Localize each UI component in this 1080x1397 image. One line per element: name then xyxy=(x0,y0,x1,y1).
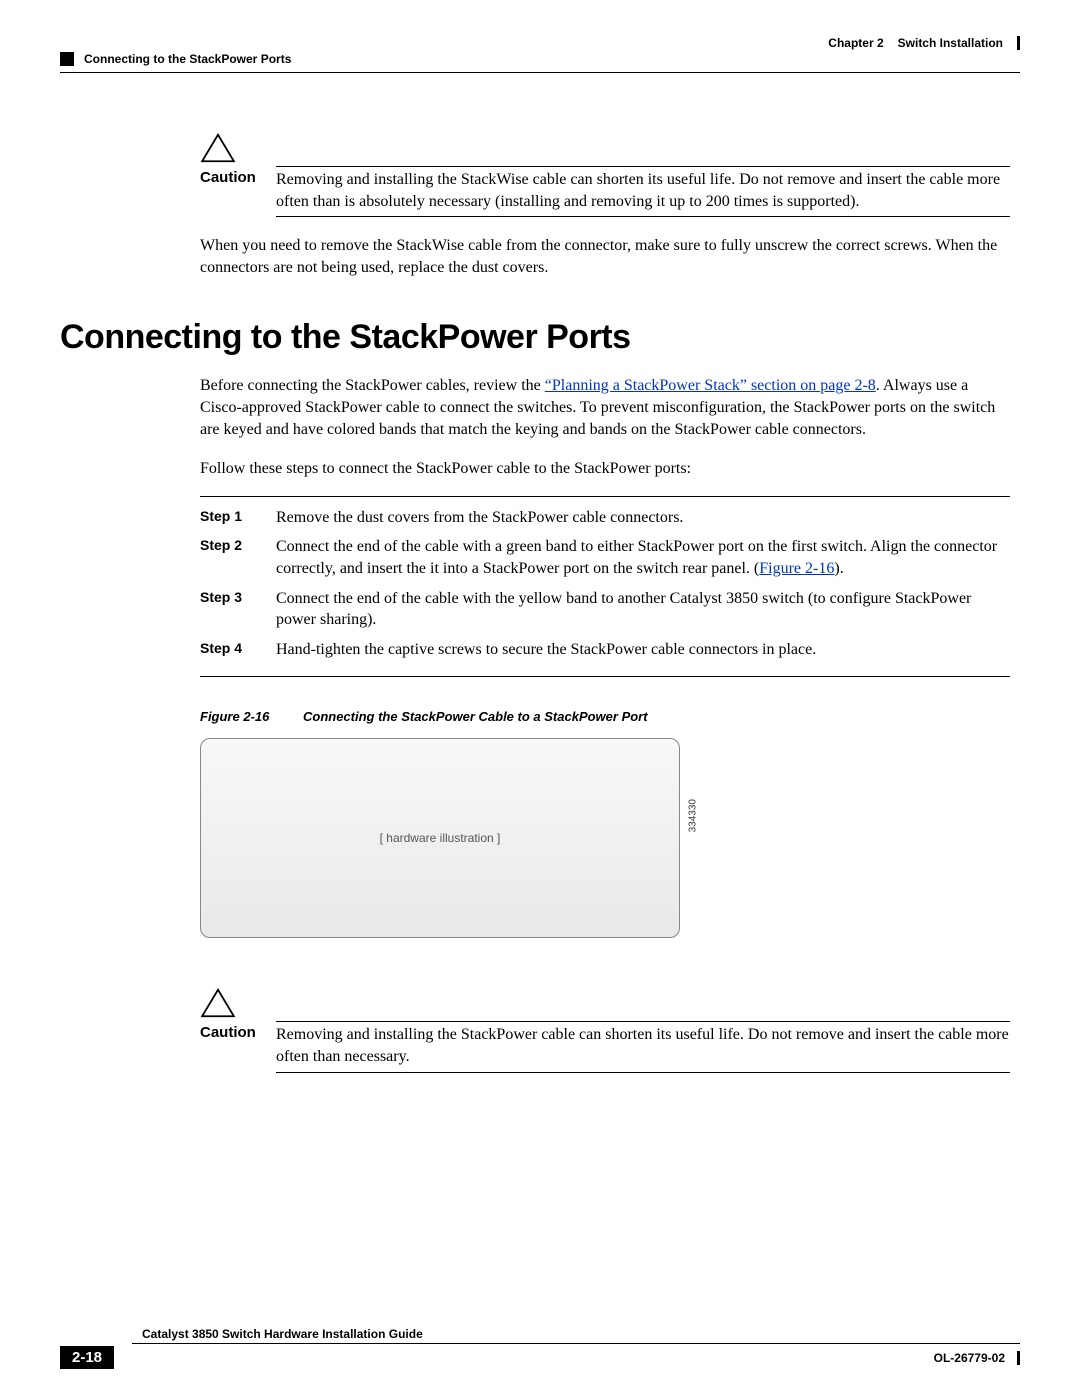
steps-rule-top xyxy=(200,496,1010,497)
steps-rule-bottom xyxy=(200,676,1010,677)
step-row-4: Step 4 Hand-tighten the captive screws t… xyxy=(200,639,1010,661)
caution-label: Caution xyxy=(200,169,256,186)
header-vbar-icon xyxy=(1017,36,1020,50)
caution-text: Removing and installing the StackWise ca… xyxy=(276,169,1010,212)
step-row-1: Step 1 Remove the dust covers from the S… xyxy=(200,507,1010,529)
step-text: Connect the end of the cable with the ye… xyxy=(276,588,1010,631)
footer-rule xyxy=(132,1343,1020,1344)
step-row-3: Step 3 Connect the end of the cable with… xyxy=(200,588,1010,631)
step2-post: ). xyxy=(834,560,843,577)
header-rule xyxy=(60,72,1020,73)
header-chapter-title: Switch Installation xyxy=(898,36,1003,50)
figure-title: Connecting the StackPower Cable to a Sta… xyxy=(303,709,648,724)
intro-pre: Before connecting the StackPower cables,… xyxy=(200,377,545,394)
step2-pre: Connect the end of the cable with a gree… xyxy=(276,538,997,577)
figure-placeholder: [ hardware illustration ] xyxy=(380,831,501,845)
header-section-breadcrumb: Connecting to the StackPower Ports xyxy=(84,52,291,66)
header-square-icon xyxy=(60,52,74,66)
paragraph-remove-cable: When you need to remove the StackWise ca… xyxy=(200,235,1010,278)
page-number-badge: 2-18 xyxy=(60,1346,114,1369)
step-text: Connect the end of the cable with a gree… xyxy=(276,536,1010,579)
footer-doc-id: OL-26779-02 xyxy=(934,1351,1005,1365)
caution-triangle-icon xyxy=(200,988,236,1018)
page-header: Connecting to the StackPower Ports Chapt… xyxy=(60,36,1020,66)
step-row-2: Step 2 Connect the end of the cable with… xyxy=(200,536,1010,579)
caution-block-1: Caution Removing and installing the Stac… xyxy=(200,133,1010,217)
figure-number: Figure 2-16 xyxy=(200,709,269,724)
page-footer: Catalyst 3850 Switch Hardware Installati… xyxy=(60,1327,1020,1369)
header-right: Chapter 2 Switch Installation xyxy=(828,36,1020,50)
section-title: Connecting to the StackPower Ports xyxy=(60,318,1020,357)
footer-guide-title: Catalyst 3850 Switch Hardware Installati… xyxy=(142,1327,423,1341)
caution-label: Caution xyxy=(200,1024,256,1041)
step-text: Hand-tighten the captive screws to secur… xyxy=(276,639,1010,661)
caution-triangle-icon xyxy=(200,133,236,163)
step-label: Step 3 xyxy=(200,588,258,631)
caution-rule-top xyxy=(276,166,1010,167)
caution-rule-bottom xyxy=(276,1072,1010,1073)
footer-vbar-icon xyxy=(1017,1351,1020,1365)
step-text: Remove the dust covers from the StackPow… xyxy=(276,507,1010,529)
step-label: Step 4 xyxy=(200,639,258,661)
caution-rule-top xyxy=(276,1021,1010,1022)
caution-text: Removing and installing the StackPower c… xyxy=(276,1024,1010,1067)
step-label: Step 1 xyxy=(200,507,258,529)
figure-illustration: [ hardware illustration ] 334330 xyxy=(200,738,680,938)
intro-link[interactable]: “Planning a StackPower Stack” section on… xyxy=(545,377,876,394)
intro-paragraph: Before connecting the StackPower cables,… xyxy=(200,375,1010,440)
caution-block-2: Caution Removing and installing the Stac… xyxy=(200,988,1010,1072)
figure-caption: Figure 2-16 Connecting the StackPower Ca… xyxy=(200,709,1010,724)
follow-steps-paragraph: Follow these steps to connect the StackP… xyxy=(200,458,1010,480)
header-left: Connecting to the StackPower Ports xyxy=(60,36,291,66)
step2-figure-link[interactable]: Figure 2-16 xyxy=(759,560,834,577)
step-label: Step 2 xyxy=(200,536,258,579)
header-chapter-label: Chapter 2 xyxy=(828,36,883,50)
caution-rule-bottom xyxy=(276,216,1010,217)
figure-id: 334330 xyxy=(687,799,698,832)
